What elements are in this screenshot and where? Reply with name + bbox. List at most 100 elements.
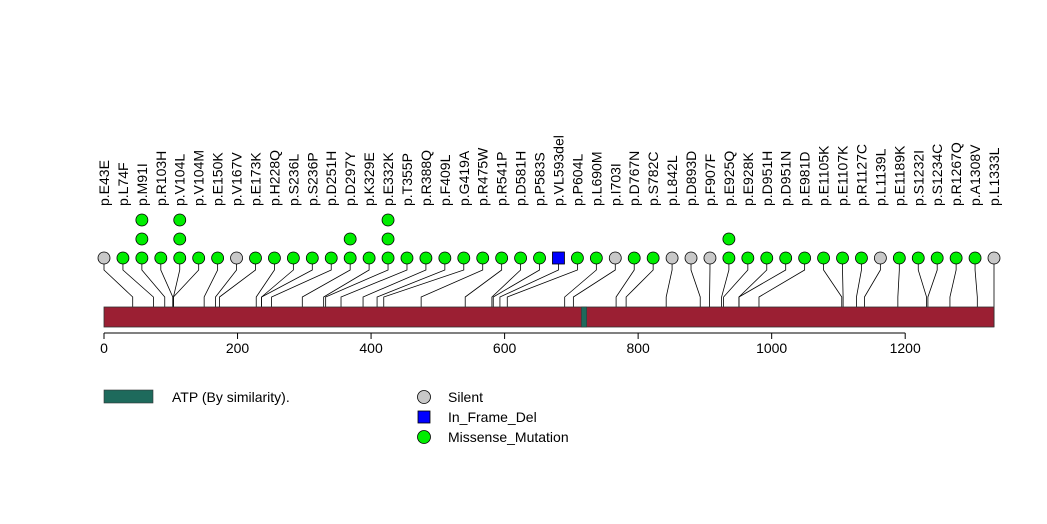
marker-33-1 <box>722 232 736 246</box>
marker-34-0 <box>741 251 755 265</box>
connector-35 <box>738 258 768 307</box>
mutation-label-8: p.E173K <box>247 152 263 206</box>
connector-7 <box>215 258 237 307</box>
connector-36 <box>738 258 787 307</box>
connector-38 <box>823 258 843 307</box>
mutation-label-20: p.R475W <box>475 147 491 206</box>
marker-28-0 <box>627 251 641 265</box>
mutation-label-32: p.F907F <box>702 154 718 206</box>
connector-31 <box>690 258 701 307</box>
marker-9-0 <box>268 251 281 265</box>
marker-0-0 <box>97 251 111 265</box>
marker-4-2 <box>173 213 187 227</box>
mutation-label-1: p.L74F <box>115 162 131 206</box>
marker-38-0 <box>817 251 830 265</box>
marker-33-0 <box>722 251 736 265</box>
mutation-label-28: p.D767N <box>626 151 642 206</box>
mutation-label-12: p.D251H <box>323 151 339 206</box>
mutation-label-11: p.S236P <box>304 152 320 206</box>
connector-11 <box>261 258 313 307</box>
connector-28 <box>615 258 635 307</box>
mutation-label-24: p.VL593del <box>550 135 566 206</box>
connector-41 <box>864 258 881 307</box>
marker-13-1 <box>343 232 357 246</box>
marker-8-0 <box>249 251 262 265</box>
connector-21 <box>464 258 503 307</box>
connector-4 <box>173 258 181 307</box>
connector-17 <box>362 258 427 307</box>
marker-19-0 <box>457 251 471 265</box>
marker-39-0 <box>836 251 849 265</box>
mutation-labels: p.E43E p.L74F p.M91I p.R103H p.V104L p.V104M p… <box>96 135 1002 206</box>
marker-37-0 <box>798 251 812 265</box>
connector-45 <box>949 258 957 307</box>
legend-type-marker-1 <box>417 410 431 424</box>
domain-0 <box>581 306 587 328</box>
protein-bar <box>103 306 995 328</box>
marker-1-0 <box>116 251 130 265</box>
marker-43-0 <box>911 251 925 265</box>
mutation-markers <box>97 213 1001 265</box>
marker-15-2 <box>381 213 395 227</box>
marker-29-0 <box>646 251 660 265</box>
connector-26 <box>564 258 597 307</box>
connector-20 <box>420 258 484 307</box>
connector-15 <box>325 258 389 307</box>
marker-18-0 <box>438 251 452 265</box>
connector-13 <box>301 258 351 307</box>
x-tick-label-5: 1000 <box>756 340 787 356</box>
mutation-label-41: p.L1139L <box>872 148 888 206</box>
marker-25-0 <box>571 251 584 265</box>
mutation-label-27: p.I703I <box>607 163 623 206</box>
marker-30-0 <box>665 251 679 265</box>
mutation-label-14: p.K329E <box>361 152 377 206</box>
x-tick-label-2: 400 <box>359 340 383 356</box>
mutation-label-34: p.E928K <box>740 152 756 206</box>
connector-3 <box>160 258 174 307</box>
mutation-label-23: p.P583S <box>532 152 548 206</box>
connector-37 <box>758 258 806 307</box>
connector-34 <box>723 258 749 307</box>
mutation-label-5: p.V104M <box>191 150 207 206</box>
mutation-label-44: p.S1234C <box>929 144 945 206</box>
marker-24-0 <box>552 251 565 265</box>
marker-15-0 <box>381 251 395 265</box>
connector-30 <box>665 258 673 307</box>
marker-35-0 <box>760 251 774 265</box>
legend-domain-swatch-0 <box>103 389 154 404</box>
connector-22 <box>491 258 521 307</box>
marker-4-0 <box>173 251 187 265</box>
mutation-label-22: p.D581H <box>513 151 529 206</box>
mutation-label-2: p.M91I <box>134 163 150 206</box>
marker-42-0 <box>892 251 906 265</box>
mutation-label-3: p.R103H <box>153 151 169 206</box>
marker-44-0 <box>930 251 944 265</box>
connector-46 <box>974 258 978 307</box>
legend-type-marker-0 <box>417 390 431 404</box>
marker-17-0 <box>419 251 433 265</box>
mutation-label-33: p.E925Q <box>721 151 737 206</box>
connector-33 <box>721 258 730 307</box>
protein-track <box>103 306 995 328</box>
mutation-label-10: p.S236L <box>285 154 301 206</box>
marker-26-0 <box>589 251 603 265</box>
marker-11-0 <box>305 251 319 265</box>
connector-24 <box>499 258 559 307</box>
x-axis: 0 200 400 600 800 1000 1200 <box>100 332 921 356</box>
mutation-label-45: p.R1267Q <box>948 142 964 206</box>
marker-40-0 <box>855 251 868 265</box>
mutation-label-7: p.V167V <box>229 152 245 206</box>
connector-0 <box>103 258 134 307</box>
marker-6-0 <box>211 251 225 265</box>
marker-36-0 <box>779 251 793 265</box>
mutation-label-43: p.S1232I <box>910 150 926 206</box>
connector-29 <box>625 258 654 307</box>
legend-type-marker-2 <box>417 430 431 444</box>
x-tick-label-6: 1200 <box>890 340 921 356</box>
marker-5-0 <box>192 251 206 265</box>
marker-20-0 <box>476 251 490 265</box>
mutation-label-37: p.E981D <box>797 152 813 206</box>
legend-type-label-2: Missense_Mutation <box>448 429 569 445</box>
connector-8 <box>219 258 256 307</box>
